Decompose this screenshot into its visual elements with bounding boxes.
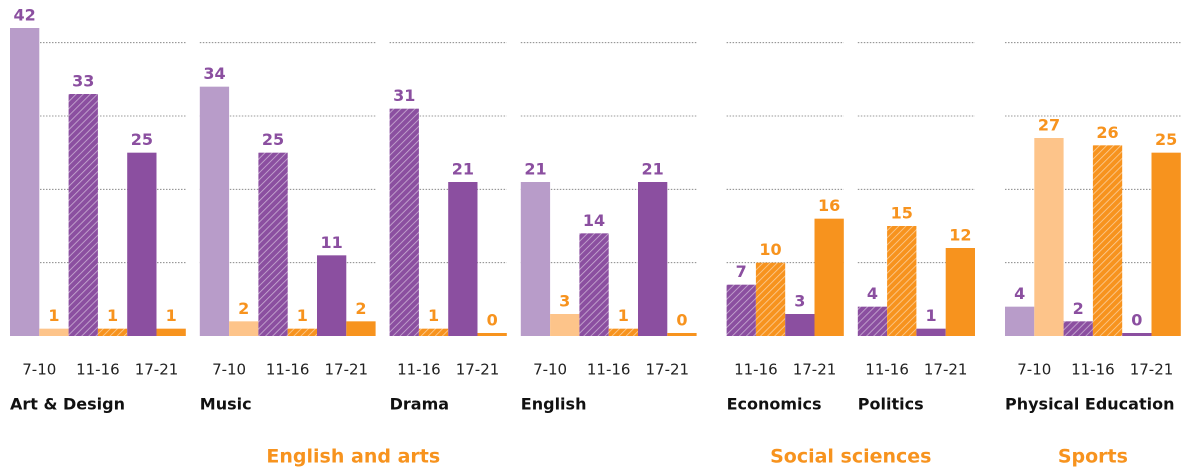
bar <box>814 218 844 336</box>
x-tick-label: 7-10 <box>22 361 56 379</box>
value-label: 25 <box>1155 130 1177 149</box>
bar <box>520 182 551 336</box>
bar <box>755 262 786 336</box>
value-label: 33 <box>72 72 94 91</box>
bar <box>418 328 449 336</box>
bar <box>97 328 128 336</box>
value-label: 4 <box>1014 284 1025 303</box>
x-tick-label: 11-16 <box>76 361 120 379</box>
value-label: 14 <box>583 211 605 230</box>
bar <box>785 314 815 336</box>
value-label: 0 <box>1131 311 1142 330</box>
panel-title: Physical Education <box>1005 395 1174 414</box>
bar <box>448 182 478 336</box>
value-label: 2 <box>238 299 249 318</box>
x-tick-label: 17-21 <box>1130 361 1174 379</box>
bar <box>389 108 419 337</box>
value-label: 7 <box>736 262 747 281</box>
bar <box>287 328 317 336</box>
bar <box>156 328 186 336</box>
value-label: 1 <box>618 306 629 325</box>
x-tick-label: 7-10 <box>1017 361 1051 379</box>
bar <box>638 182 668 336</box>
value-label: 4 <box>867 284 878 303</box>
x-tick-label: 17-21 <box>793 361 837 379</box>
panel-title: Art & Design <box>10 395 125 414</box>
x-tick-label: 11-16 <box>266 361 310 379</box>
value-label: 3 <box>794 292 805 311</box>
bar <box>550 314 580 336</box>
panel-title: Economics <box>727 395 822 414</box>
x-tick-label: 11-16 <box>734 361 778 379</box>
value-label: 25 <box>262 130 284 149</box>
x-tick-label: 7-10 <box>533 361 567 379</box>
value-label: 3 <box>559 292 570 311</box>
value-label: 26 <box>1096 123 1118 142</box>
bar <box>945 248 975 336</box>
x-tick-label: 11-16 <box>587 361 631 379</box>
bar <box>1151 152 1181 336</box>
x-tick-label: 17-21 <box>135 361 179 379</box>
value-label: 27 <box>1038 116 1060 135</box>
x-tick-label: 17-21 <box>456 361 500 379</box>
value-label: 42 <box>14 6 36 25</box>
value-label: 12 <box>949 226 971 245</box>
x-tick-label: 17-21 <box>646 361 690 379</box>
bar <box>857 306 888 336</box>
value-label: 1 <box>428 306 439 325</box>
bar <box>10 28 40 336</box>
bar <box>317 255 347 336</box>
bar <box>229 321 259 336</box>
x-tick-label: 11-16 <box>1071 361 1115 379</box>
bar <box>199 86 230 337</box>
bar <box>887 226 917 336</box>
panel-title: Drama <box>390 395 449 414</box>
x-tick-label: 11-16 <box>865 361 909 379</box>
value-label: 2 <box>355 299 366 318</box>
bar <box>1034 138 1064 336</box>
bar <box>1092 145 1123 336</box>
x-tick-label: 17-21 <box>325 361 369 379</box>
value-label: 10 <box>759 240 781 259</box>
bar <box>1005 306 1035 336</box>
value-label: 21 <box>642 160 664 179</box>
bar <box>608 328 638 336</box>
bar <box>726 284 756 336</box>
value-label: 0 <box>676 311 687 330</box>
group-label: Sports <box>1058 446 1128 468</box>
value-label: 0 <box>487 311 498 330</box>
bar <box>346 321 376 336</box>
value-label: 1 <box>925 306 936 325</box>
bar <box>68 94 98 336</box>
panel-title: English <box>521 395 587 414</box>
value-label: 31 <box>393 86 415 105</box>
value-label: 1 <box>297 306 308 325</box>
x-tick-label: 7-10 <box>212 361 246 379</box>
group-label: English and arts <box>266 446 440 468</box>
panel-title: Politics <box>858 395 924 414</box>
value-label: 1 <box>166 306 177 325</box>
bar <box>258 152 288 336</box>
bar <box>1063 321 1093 336</box>
value-label: 34 <box>203 64 225 83</box>
value-label: 11 <box>321 233 343 252</box>
value-label: 25 <box>131 130 153 149</box>
value-label: 2 <box>1073 299 1084 318</box>
value-label: 21 <box>452 160 474 179</box>
value-label: 21 <box>524 160 546 179</box>
panel-title: Music <box>200 395 252 414</box>
bar <box>127 152 157 336</box>
group-label: Social sciences <box>770 446 931 468</box>
bar <box>579 233 609 336</box>
value-label: 16 <box>818 196 840 215</box>
x-tick-label: 11-16 <box>397 361 441 379</box>
bar <box>916 328 946 336</box>
value-label: 15 <box>891 204 913 223</box>
x-tick-label: 17-21 <box>924 361 968 379</box>
value-label: 1 <box>107 306 118 325</box>
bar <box>39 328 69 336</box>
value-label: 1 <box>48 306 59 325</box>
